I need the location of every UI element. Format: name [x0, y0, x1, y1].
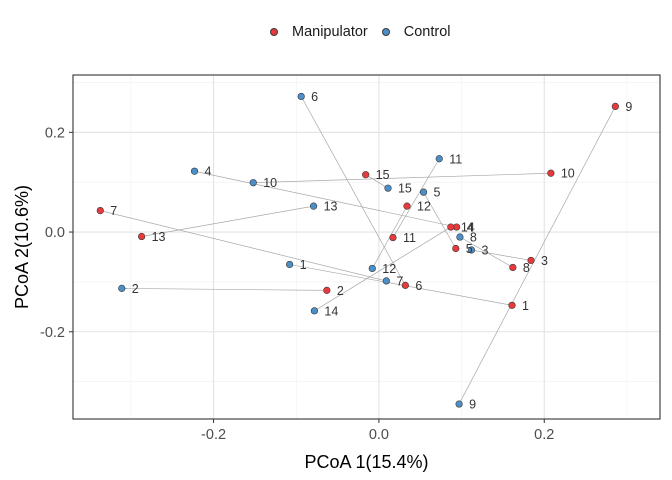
manipulator-point-15 — [362, 171, 370, 179]
x-tick-label: 0.0 — [369, 427, 389, 443]
pair-line-11 — [392, 158, 440, 238]
control-point-label-7: 7 — [396, 274, 403, 288]
pair-line-13 — [141, 205, 314, 237]
control-point-3 — [467, 246, 476, 254]
control-point-9 — [455, 400, 463, 408]
y-tick-label: -0.2 — [40, 325, 65, 341]
y-axis-title: PCoA 2(10.6%) — [12, 185, 32, 309]
manipulator-point-label-1: 1 — [522, 299, 529, 313]
manipulator-point-5 — [452, 244, 460, 253]
manipulator-point-label-7: 7 — [110, 204, 117, 218]
control-point-11 — [435, 155, 443, 163]
control-point-14 — [310, 307, 319, 315]
manipulator-point-label-9: 9 — [625, 100, 632, 114]
manipulator-point-label-2: 2 — [337, 284, 344, 298]
point-labels: 1234567891011121314151234567891011121314… — [110, 90, 632, 412]
control-point-2 — [118, 284, 126, 292]
control-point-label-2: 2 — [132, 282, 139, 296]
manipulator-point-9 — [611, 102, 619, 111]
legend-item-control: Control — [381, 24, 451, 40]
manipulator-point-label-5: 5 — [466, 242, 473, 256]
y-tick-label: 0.2 — [45, 125, 65, 141]
manipulator-point-label-12: 12 — [417, 200, 431, 214]
control-point-6 — [297, 92, 305, 101]
x-tick-label: -0.2 — [201, 427, 226, 443]
pair-line-14 — [314, 226, 452, 312]
control-point-5 — [419, 188, 428, 196]
pair-line-15 — [365, 174, 389, 189]
panel-border — [72, 74, 661, 420]
pair-line-1 — [289, 264, 513, 306]
control-point-label-5: 5 — [434, 186, 441, 200]
control-point-1 — [286, 260, 294, 269]
data-points — [96, 92, 619, 408]
y-tick-label: 0.0 — [45, 225, 65, 241]
control-point-10 — [249, 179, 257, 187]
grid-lines — [73, 75, 660, 419]
manipulator-point-10 — [547, 169, 555, 177]
manipulator-point-label-3: 3 — [541, 254, 548, 268]
manipulator-point-label-14: 14 — [461, 221, 475, 235]
control-point-label-10: 10 — [263, 176, 277, 190]
control-point-label-12: 12 — [382, 262, 396, 276]
x-tick-label: 0.2 — [534, 427, 554, 443]
manipulator-point-label-6: 6 — [415, 279, 422, 293]
control-point-label-14: 14 — [324, 304, 338, 318]
manipulator-point-6 — [401, 281, 409, 289]
manipulator-point-11 — [389, 233, 397, 242]
control-point-12 — [368, 264, 376, 273]
manipulator-point-label-4: 4 — [467, 221, 474, 235]
pair-line-4 — [194, 170, 457, 228]
manipulator-point-7 — [96, 207, 104, 215]
manipulator-point-12 — [403, 202, 411, 210]
pair-line-6 — [300, 96, 406, 286]
pair-line-9 — [458, 106, 616, 405]
manipulator-point-label-8: 8 — [523, 261, 530, 275]
manipulator-point-label-10: 10 — [561, 167, 575, 181]
pair-line-5 — [423, 191, 457, 249]
control-point-label-4: 4 — [205, 165, 212, 179]
manipulator-point-1 — [508, 301, 516, 309]
legend-key-control — [381, 28, 390, 36]
legend-label-manipulator: Manipulator — [292, 24, 368, 40]
control-point-4 — [190, 167, 199, 175]
control-point-label-13: 13 — [324, 200, 338, 214]
manipulator-point-2 — [323, 286, 331, 294]
manipulator-point-8 — [509, 263, 517, 272]
control-point-label-1: 1 — [300, 258, 307, 272]
pair-lines — [100, 96, 616, 405]
legend-item-manipulator: Manipulator — [270, 24, 368, 40]
control-point-label-15: 15 — [398, 182, 412, 196]
pair-line-2 — [121, 288, 327, 291]
x-axis-title: PCoA 1(15.4%) — [304, 452, 428, 472]
control-point-15 — [384, 184, 392, 192]
legend: Manipulator Control — [270, 24, 465, 40]
control-point-13 — [309, 202, 318, 210]
manipulator-point-13 — [138, 232, 146, 241]
manipulator-point-14 — [447, 223, 455, 231]
manipulator-point-3 — [527, 256, 535, 265]
manipulator-point-label-15: 15 — [376, 168, 390, 182]
pair-line-8 — [459, 236, 514, 268]
control-point-label-6: 6 — [311, 90, 318, 104]
control-point-label-8: 8 — [470, 231, 477, 245]
legend-label-control: Control — [403, 24, 451, 40]
pair-line-10 — [253, 172, 551, 184]
control-point-8 — [456, 233, 464, 241]
control-point-label-9: 9 — [469, 398, 476, 412]
manipulator-point-label-11: 11 — [403, 231, 416, 245]
axis-ticks: -0.2 0.0 0.2 -0.2 0.0 0.2 — [40, 125, 554, 443]
pair-line-7 — [100, 210, 387, 282]
legend-key-manipulator — [270, 28, 278, 36]
control-point-label-3: 3 — [481, 243, 488, 257]
manipulator-point-label-13: 13 — [152, 230, 166, 244]
pair-line-3 — [471, 249, 532, 261]
control-point-label-11: 11 — [449, 152, 462, 166]
control-point-7 — [382, 277, 390, 285]
